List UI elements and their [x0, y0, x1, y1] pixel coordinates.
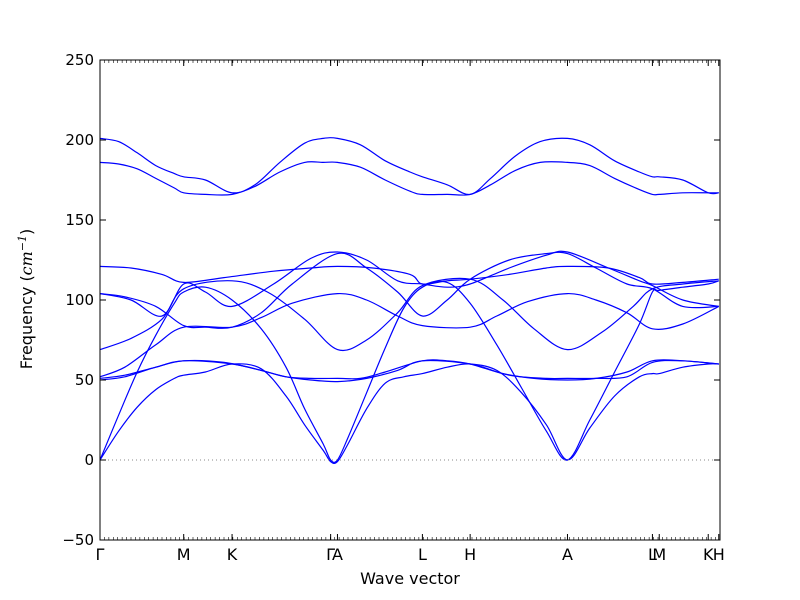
- y-tick-label: 150: [65, 211, 94, 229]
- x-tick-label: M: [177, 545, 191, 564]
- x-tick-label: K: [703, 545, 714, 564]
- x-axis-label: Wave vector: [360, 569, 460, 588]
- x-tick-label: K: [227, 545, 238, 564]
- x-tick-label: Γ: [96, 545, 105, 564]
- series-layer: [99, 137, 720, 464]
- band-line-2: [99, 280, 719, 463]
- y-tick-label: 250: [65, 51, 94, 69]
- x-tick-label: M: [652, 545, 666, 564]
- minor-ticks-layer: [104, 60, 716, 540]
- band-line-10: [99, 161, 719, 196]
- plot-frame: [99, 59, 721, 541]
- band-line-11: [99, 137, 719, 196]
- y-axis-label-unit: cm: [17, 251, 37, 276]
- band-line-3: [99, 359, 719, 381]
- x-tick-label: L: [418, 545, 427, 564]
- x-tick-label: H: [464, 545, 476, 564]
- y-ticks-layer: −50 0 50 100 150 200 250: [62, 51, 720, 549]
- x-ticks-layer: Γ M K ΓA L H A LM K H: [96, 60, 725, 564]
- band-line-7: [99, 251, 719, 329]
- y-axis-label-suffix: ): [17, 228, 37, 235]
- y-tick-label: 100: [65, 291, 94, 309]
- y-tick-label: 50: [75, 371, 94, 389]
- x-tick-label: H: [713, 545, 725, 564]
- band-line-4: [99, 359, 719, 383]
- band-line-1: [99, 363, 719, 464]
- y-tick-label: 0: [84, 451, 94, 469]
- y-axis-label: Frequency (cm−1): [16, 229, 36, 370]
- x-tick-label: A: [562, 545, 573, 564]
- x-tick-label: L: [648, 545, 657, 564]
- band-line-9: [99, 265, 719, 285]
- band-line-8: [99, 250, 719, 317]
- y-axis-label-exp: −1: [15, 234, 29, 252]
- band-line-6: [99, 277, 719, 352]
- y-tick-label: 200: [65, 131, 94, 149]
- x-tick-label: A: [332, 545, 343, 564]
- y-tick-label: −50: [62, 531, 94, 549]
- x-tick-label: Γ: [326, 545, 335, 564]
- y-axis-label-prefix: Frequency (: [17, 275, 37, 370]
